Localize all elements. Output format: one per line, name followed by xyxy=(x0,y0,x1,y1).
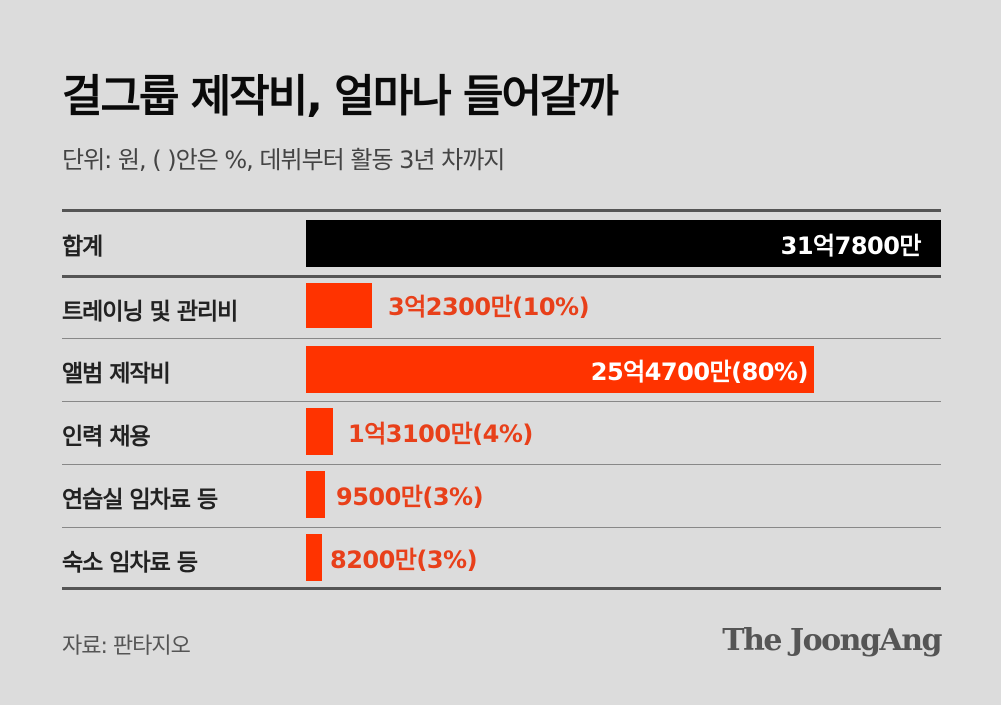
row-label: 앨범 제작비 xyxy=(62,360,171,387)
bar-total xyxy=(306,220,941,267)
row-album: 앨범 제작비 25억4700만(80%) xyxy=(62,339,941,402)
row-label: 트레이닝 및 관리비 xyxy=(62,298,238,325)
row-label: 숙소 임차료 등 xyxy=(62,549,198,576)
chart-subtitle: 단위: 원, ( )안은 %, 데뷔부터 활동 3년 차까지 xyxy=(62,146,505,174)
row-label: 연습실 임차료 등 xyxy=(62,486,218,513)
bar-training xyxy=(306,283,372,328)
row-practice-room: 연습실 임차료 등 9500만(3%) xyxy=(62,465,941,528)
bar-practice-room xyxy=(306,471,325,518)
value-label: 9500만(3%) xyxy=(336,483,484,511)
value-label: 3억2300만(10%) xyxy=(388,293,590,321)
top-rule xyxy=(62,209,941,212)
row-divider xyxy=(62,464,941,465)
row-label: 합계 xyxy=(62,233,103,260)
value-label: 31억7800만 xyxy=(780,232,922,260)
row-divider xyxy=(62,338,941,339)
row-divider xyxy=(62,275,941,278)
bar-hiring xyxy=(306,408,333,455)
chart-title: 걸그룹 제작비, 얼마나 들어갈까 xyxy=(62,71,619,122)
row-label: 인력 채용 xyxy=(62,423,151,450)
value-label: 25억4700만(80%) xyxy=(590,358,809,386)
row-training: 트레이닝 및 관리비 3억2300만(10%) xyxy=(62,277,941,340)
value-label: 8200만(3%) xyxy=(330,546,478,574)
bottom-rule xyxy=(62,587,941,590)
bar-album xyxy=(306,346,814,393)
value-label: 1억3100만(4%) xyxy=(348,420,533,448)
row-total: 합계 31억7800만 xyxy=(62,212,941,275)
source-note: 자료: 판타지오 xyxy=(62,634,191,659)
row-divider xyxy=(62,527,941,528)
row-hiring: 인력 채용 1억3100만(4%) xyxy=(62,402,941,465)
row-divider xyxy=(62,401,941,402)
publisher-logo: The JoongAng xyxy=(722,623,942,658)
bar-dorm xyxy=(306,534,322,581)
row-dorm: 숙소 임차료 등 8200만(3%) xyxy=(62,528,941,591)
